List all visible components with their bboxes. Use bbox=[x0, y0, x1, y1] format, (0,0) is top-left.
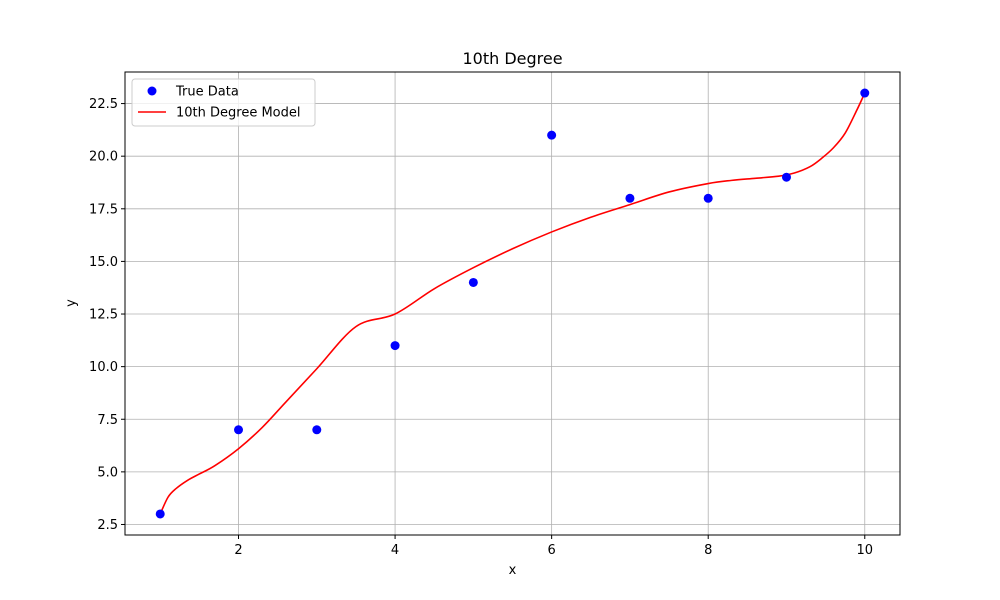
data-point bbox=[234, 425, 244, 435]
legend-label: True Data bbox=[175, 85, 239, 100]
y-tick-label: 12.5 bbox=[89, 308, 118, 323]
y-tick-label: 7.5 bbox=[97, 413, 118, 428]
data-point bbox=[390, 341, 400, 351]
data-point bbox=[703, 193, 713, 203]
y-tick-label: 15.0 bbox=[89, 255, 118, 270]
legend-marker-scatter bbox=[147, 86, 157, 96]
data-point bbox=[155, 509, 165, 519]
x-tick-label: 6 bbox=[548, 543, 556, 558]
data-point bbox=[468, 277, 478, 287]
y-tick-label: 22.5 bbox=[89, 97, 118, 112]
series-layer bbox=[155, 88, 870, 519]
data-point bbox=[312, 425, 322, 435]
legend-box bbox=[131, 78, 316, 127]
data-point bbox=[860, 88, 870, 98]
plot-frame bbox=[124, 71, 901, 536]
chart-title: 10th Degree bbox=[462, 49, 562, 68]
data-point bbox=[625, 193, 635, 203]
legend-label: 10th Degree Model bbox=[176, 106, 301, 121]
x-tick-label: 8 bbox=[704, 543, 712, 558]
y-tick-label: 10.0 bbox=[89, 360, 118, 375]
y-axis-label: y bbox=[64, 299, 79, 307]
y-tick-label: 17.5 bbox=[89, 202, 118, 217]
model-curve-line bbox=[159, 92, 866, 515]
x-axis-label: x bbox=[509, 563, 517, 578]
x-tick-label: 10 bbox=[856, 543, 873, 558]
x-tick-label: 4 bbox=[391, 543, 399, 558]
x-tick-label: 2 bbox=[234, 543, 242, 558]
data-point bbox=[781, 172, 791, 182]
data-point bbox=[547, 130, 557, 140]
y-tick-label: 20.0 bbox=[89, 150, 118, 165]
y-tick-label: 5.0 bbox=[97, 465, 118, 480]
legend: True Data 10th Degree Model bbox=[131, 78, 316, 127]
y-tick-label: 2.5 bbox=[97, 518, 118, 533]
grid bbox=[125, 72, 900, 535]
ticks: 2 4 6 8 10 2.5 5.0 7.5 10.0 12.5 15.0 17.5 20.0 22.5 bbox=[89, 97, 873, 558]
